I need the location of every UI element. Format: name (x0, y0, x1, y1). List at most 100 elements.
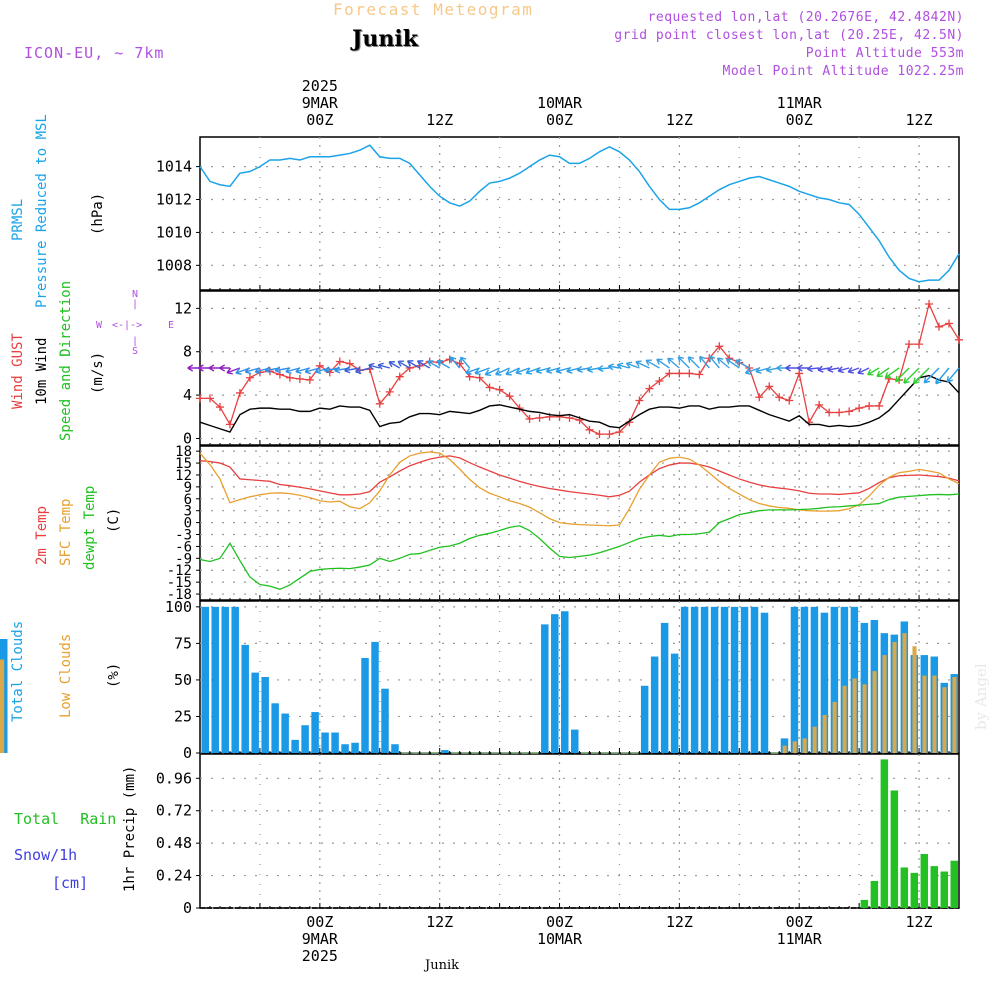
y-tick-label: 0.24 (156, 867, 192, 885)
gust-marker (375, 399, 384, 408)
compass-n: N (132, 289, 139, 300)
total-cloud-bar (800, 606, 809, 753)
gust-label: Wind GUST (10, 333, 26, 409)
gust-marker (475, 373, 484, 382)
rain-label: Rain (80, 810, 117, 828)
low-cloud-bar (832, 701, 837, 753)
total-clouds-label: Total Clouds (10, 620, 26, 722)
low-cloud-bar (882, 655, 887, 753)
low-cloud-bar (0, 659, 5, 753)
wind-direction-arrow (274, 366, 291, 374)
total-cloud-bar (680, 606, 689, 753)
gust-marker (585, 425, 594, 434)
total-cloud-bar (211, 606, 219, 753)
temp2m-line (199, 455, 960, 498)
gust-marker (225, 420, 234, 429)
top-time-label-line: 10MAR (536, 94, 583, 112)
prmsl-line (199, 144, 960, 283)
wind-direction-arrow (449, 356, 461, 369)
total-cloud-bar (650, 656, 659, 753)
low-cloud-bar (852, 678, 857, 753)
gust-marker (785, 396, 794, 405)
low-cloud-bar (812, 726, 817, 753)
top-time-label-line: 2025 (301, 77, 338, 95)
top-time-label-line: 00Z (545, 111, 574, 129)
bottom-time-label-line: 12Z (426, 913, 454, 931)
y-tick-label: 1012 (156, 191, 192, 209)
temp-unit: (C) (106, 507, 122, 533)
wind-direction-arrow (304, 367, 321, 375)
gust-marker (915, 340, 924, 349)
gust-marker (885, 374, 894, 383)
wind-direction-arrow (867, 367, 880, 376)
bottom-time-label-line: 2025 (301, 947, 338, 965)
compass-bar-top: | (132, 299, 139, 310)
total-cloud-bar (311, 712, 319, 753)
wind-direction-arrow (219, 364, 230, 372)
wind-direction-arrow (677, 356, 690, 369)
wind-direction-arrow (912, 367, 930, 385)
gust-marker (665, 369, 674, 378)
gust-marker (765, 382, 774, 391)
wind-direction-arrow (576, 365, 590, 373)
total-cloud-bar (571, 729, 579, 753)
wind-direction-arrow (903, 367, 920, 384)
clouds-unit: (%) (106, 662, 122, 688)
gust-marker (655, 377, 664, 386)
total-cloud-bar (241, 644, 249, 753)
y-tick-label: -3 (175, 528, 192, 544)
bottom-time-label: 12Z (879, 914, 959, 931)
bottom-time-label-line: 10MAR (536, 930, 583, 948)
total-cloud-bar (830, 606, 839, 753)
total-cloud-bar (810, 606, 819, 753)
wind-direction-arrow (416, 360, 431, 369)
panel-frame-pressure (199, 136, 960, 291)
total-cloud-bar (201, 606, 209, 753)
bottom-time-label-line: 9MAR (301, 930, 338, 948)
wind-direction-arrow (616, 362, 630, 370)
wind-direction-arrow (555, 366, 570, 374)
gust-marker (455, 359, 464, 368)
gust-marker (635, 396, 644, 405)
y-tick-label: 100 (165, 598, 192, 616)
bottom-time-label: 12Z (639, 914, 719, 931)
rain-bar (870, 880, 879, 908)
y-tick-label: 50 (174, 671, 192, 689)
y-tick-label: 75 (174, 634, 192, 652)
dewpt-line (199, 493, 960, 590)
y-tick-label: 1010 (156, 223, 192, 241)
wind-direction-arrow (388, 361, 401, 369)
bottom-time-label-line: 12Z (905, 913, 933, 931)
wind-direction-arrow (285, 367, 301, 375)
wind-label: 10m Wind (34, 337, 50, 405)
dewpt-label: dewpt Temp (82, 485, 98, 570)
bottom-time-label-line: 12Z (665, 913, 693, 931)
wind-direction-arrow (744, 367, 760, 375)
wind-direction-arrow (656, 358, 670, 369)
wind-direction-arrow (735, 359, 750, 369)
wind-direction-arrow (806, 365, 820, 373)
wind-direction-arrow (645, 359, 660, 369)
total-cloud-bar (281, 713, 289, 753)
total-cloud-bar (820, 612, 829, 753)
total-rain-label: Total Rain (14, 810, 116, 828)
low-cloud-bar (792, 741, 797, 753)
footer-station: Junik (425, 958, 459, 973)
rain-bar (860, 899, 869, 908)
gust-marker (505, 392, 514, 401)
y-tick-label: 12 (174, 299, 192, 317)
y-tick-label: 1014 (156, 158, 192, 176)
y-tick-label: 12 (175, 468, 192, 484)
gust-marker (196, 394, 204, 403)
total-cloud-bar (760, 612, 769, 753)
wind-direction-arrow (187, 364, 200, 372)
point-altitude: Point Altitude 553m (805, 46, 964, 61)
low-cloud-bar (912, 646, 917, 753)
y-tick-label: 0.48 (156, 834, 192, 852)
wind-direction-arrow (837, 366, 850, 374)
gust-marker (925, 300, 934, 309)
pressure-unit: (hPa) (90, 192, 106, 235)
gust-marker (495, 385, 504, 394)
gridpoint-coords: grid point closest lon,lat (20.25E, 42.5… (614, 28, 964, 43)
total-cloud-bar (391, 744, 399, 753)
